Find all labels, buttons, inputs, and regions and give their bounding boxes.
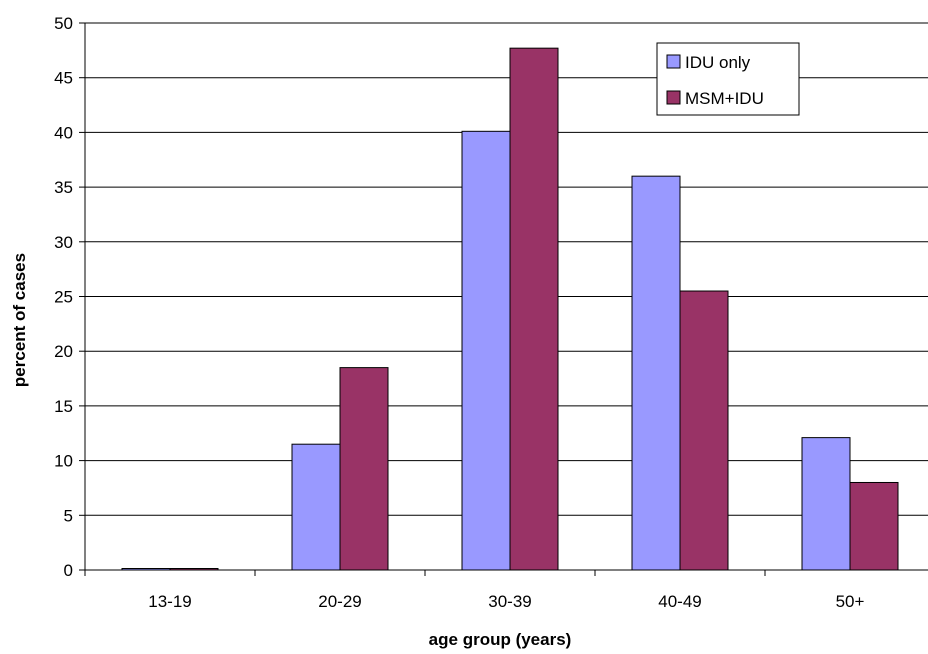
y-axis-title: percent of cases: [10, 253, 29, 387]
axes: [79, 22, 928, 576]
bar-idu-only-20-29: [291, 443, 341, 571]
legend-box: [656, 42, 800, 116]
legend: IDU only MSM+IDU: [656, 42, 800, 116]
x-tick-label: 30-39: [488, 592, 531, 611]
y-tick-label: 0: [64, 561, 73, 580]
legend-swatch-idu-only: [666, 54, 681, 69]
x-tick-labels: 13-19 20-29 30-39 40-49 50+: [148, 592, 864, 611]
x-tick-label: 13-19: [148, 592, 191, 611]
legend-swatch-msm-idu: [666, 90, 681, 105]
y-tick-label: 10: [54, 452, 73, 471]
bar-msm-idu-50+: [849, 481, 899, 571]
bar-idu-only-30-39: [461, 130, 511, 571]
bar-msm-idu-30-39: [509, 47, 559, 571]
x-tick-label: 20-29: [318, 592, 361, 611]
bar-idu-only-40-49: [631, 175, 681, 571]
y-tick-label: 25: [54, 288, 73, 307]
y-tick-label: 15: [54, 397, 73, 416]
y-tick-label: 20: [54, 342, 73, 361]
y-tick-label: 40: [54, 123, 73, 142]
y-tick-label: 35: [54, 178, 73, 197]
x-tick-label: 40-49: [658, 592, 701, 611]
y-tick-label: 30: [54, 233, 73, 252]
y-tick-label: 45: [54, 69, 73, 88]
bar-idu-only-50+: [801, 437, 851, 571]
y-tick-label: 50: [54, 14, 73, 33]
bars: [121, 47, 899, 571]
y-tick-labels: 0 5 10 15 20 25 30 35 40 45 50: [54, 14, 73, 580]
x-tick-label: 50+: [836, 592, 865, 611]
x-axis-title: age group (years): [429, 630, 572, 649]
bar-msm-idu-20-29: [339, 367, 389, 571]
bar-msm-idu-40-49: [679, 290, 729, 571]
y-tick-label: 5: [64, 506, 73, 525]
legend-label-msm-idu: MSM+IDU: [685, 89, 764, 108]
legend-label-idu-only: IDU only: [685, 53, 751, 72]
